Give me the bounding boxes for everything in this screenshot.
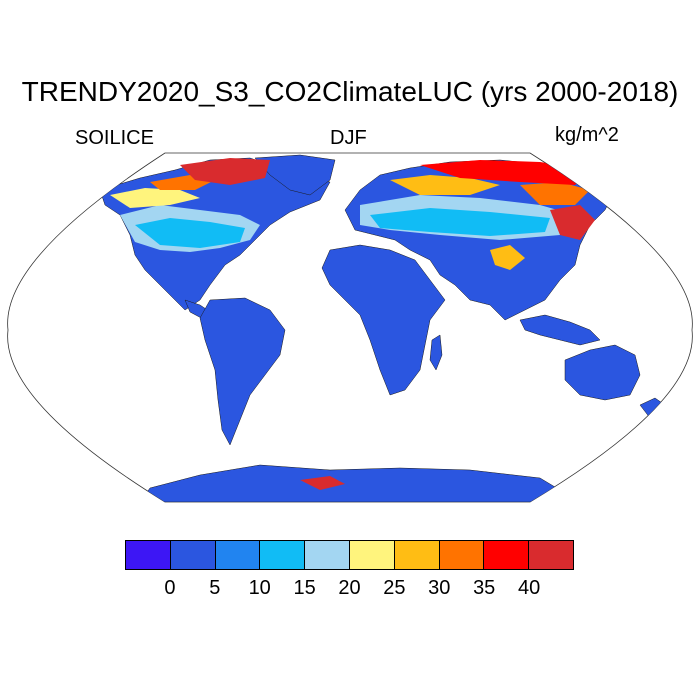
colorbar-swatch-9 xyxy=(529,541,573,569)
colorbar-tick-label: 25 xyxy=(383,577,406,599)
southeast-asia-islands xyxy=(519,314,601,346)
colorbar-swatch-3 xyxy=(260,541,306,569)
africa-land xyxy=(321,244,446,396)
colorbar-tick-label: 35 xyxy=(473,577,496,599)
colorbar-swatch-1 xyxy=(170,541,216,569)
australia-land xyxy=(564,344,641,401)
colorbar-tick-label: 15 xyxy=(293,577,316,599)
colorbar xyxy=(125,540,574,570)
season-label: DJF xyxy=(330,127,367,149)
colorbar-tick-label: 40 xyxy=(517,577,541,599)
variable-label: SOILICE xyxy=(75,127,154,149)
units-label: kg/m^2 xyxy=(555,124,619,146)
antarctica-land xyxy=(139,464,561,502)
south-america-land xyxy=(199,297,286,446)
red-patches xyxy=(180,158,595,490)
colorbar-swatch-2 xyxy=(215,541,261,569)
colorbar-swatch-6 xyxy=(394,541,440,569)
colorbar-tick-label: 30 xyxy=(428,577,451,599)
colorbar-tick-label: 5 xyxy=(209,577,221,599)
greenland-land xyxy=(254,154,336,196)
colorbar-swatch-5 xyxy=(349,541,395,569)
colorbar-tick-label: 10 xyxy=(248,577,271,599)
colorbar-swatch-0 xyxy=(126,541,171,569)
figure-title: TRENDY2020_S3_CO2ClimateLUC (yrs 2000-20… xyxy=(21,76,679,107)
colorbar-swatch-7 xyxy=(439,541,485,569)
colorbar-tick-label: 20 xyxy=(338,577,361,599)
colorbar-swatch-4 xyxy=(305,541,350,569)
yellow-orange-patches xyxy=(110,175,590,270)
colorbar-tick-label: 0 xyxy=(164,577,176,599)
sky-blue-patches xyxy=(135,208,550,248)
madagascar-land xyxy=(429,334,443,371)
colorbar-swatch-8 xyxy=(484,541,530,569)
